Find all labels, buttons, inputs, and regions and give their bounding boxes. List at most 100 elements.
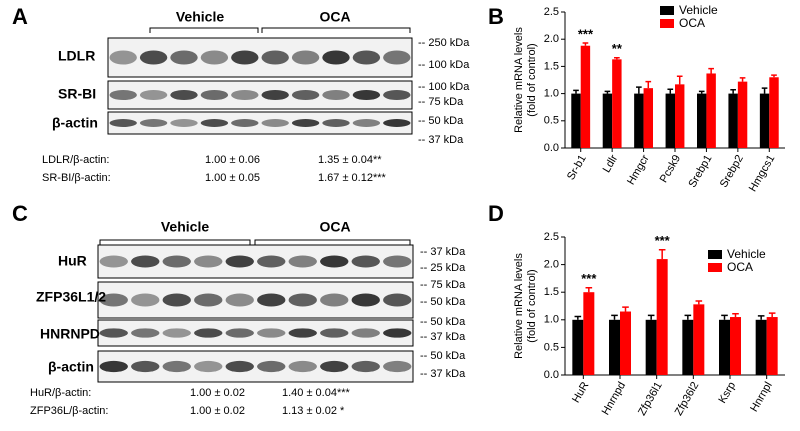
blot-band [194,328,223,338]
significance: *** [581,271,597,286]
blot-band [320,255,349,268]
x-tick-label: Hmgcs1 [747,153,778,194]
y-tick-label: 2.5 [544,231,559,243]
blot-frame [107,111,413,135]
blot-band [261,119,289,127]
legend-label: Vehicle [727,247,766,261]
error-bar [622,306,629,312]
bar [675,84,685,148]
error-bar [647,314,655,320]
blot-band [291,89,320,101]
blot-band [170,119,198,127]
group-label: OCA [319,219,350,235]
significance: *** [578,26,594,41]
bar [645,319,657,375]
blot-band [257,360,286,373]
blot-band [131,255,160,268]
bar [719,319,730,375]
y-axis-label: (fold of control) [526,269,538,342]
legend-label: OCA [727,260,753,274]
bar [682,319,694,375]
blot-label: HuR [58,253,87,269]
y-tick-label: 2.5 [544,6,559,18]
quant-vehicle: 1.00 ± 0.05 [205,172,260,184]
x-tick-label: Hnrnpl [748,380,775,414]
bar [697,93,707,148]
blot-band [261,89,289,101]
error-bar [636,86,642,94]
error-bar [604,90,611,94]
bar [602,93,613,148]
y-axis-label: Relative mRNA levels [513,27,525,133]
blot-band [383,328,412,338]
size-marker: -- 50 kDa [420,316,466,328]
x-tick-label: Zfp36l2 [673,380,702,418]
error-bar [585,287,593,293]
y-axis-label: Relative mRNA levels [513,253,525,359]
size-marker: -- 100 kDa [418,59,470,71]
bar [634,93,644,148]
x-tick-label: HuR [570,380,591,405]
size-marker: -- 75 kDa [420,279,466,291]
blot-band [225,255,254,268]
blot-band [288,293,317,307]
y-tick-label: 1.5 [544,286,559,298]
bar [572,319,584,375]
error-bar [582,42,589,46]
x-tick-label: Zfp36l1 [636,380,665,418]
group-bracket [99,239,251,245]
blot-band [131,293,160,307]
blot-band [322,89,350,101]
bar [612,59,622,148]
blot-band [320,328,349,338]
blot-band [200,50,229,65]
panel-letter: C [12,201,28,226]
error-bar [698,90,705,94]
blot-band [170,89,198,101]
x-tick-label: Ksrp [716,380,738,406]
error-bar [768,312,776,318]
blot-band [194,293,223,307]
y-tick-label: 0.0 [544,369,559,381]
blot-band [288,328,317,338]
error-bar [761,87,768,94]
panel-letter: A [12,4,28,29]
legend-swatch [708,263,722,272]
blot-band [352,119,381,127]
bar [730,317,741,375]
error-bar [739,77,746,82]
group-bracket [254,239,411,245]
bar [693,304,705,375]
y-tick-label: 1.0 [544,314,559,326]
error-bar [645,80,652,89]
bar [769,77,779,148]
x-tick-label: Srebp1 [686,153,714,190]
size-marker: -- 100 kDa [418,81,470,93]
blot-band [200,89,229,101]
blot-band [170,50,198,65]
error-bar [614,56,620,60]
quant-vehicle: 1.00 ± 0.02 [190,405,245,417]
blot-band [320,360,349,373]
bar [620,311,631,375]
bar [706,73,716,148]
blot-band [351,293,380,307]
blot-band [231,119,259,127]
quant-vehicle: 1.00 ± 0.02 [190,387,245,399]
blot-band [291,119,320,127]
blot-band [139,119,168,127]
quant-oca: 1.67 ± 0.12*** [318,172,387,184]
quant-label: HuR/β-actin: [30,387,91,399]
blot-band [257,255,286,268]
blot-band [351,255,380,268]
blot-band [99,255,128,268]
legend-label: Vehicle [679,3,718,17]
quant-vehicle: 1.00 ± 0.06 [205,154,260,166]
bar [766,317,778,375]
legend-swatch [708,250,722,259]
error-bar [771,74,777,78]
size-marker: -- 50 kDa [418,115,464,127]
blot-band [131,328,160,338]
legend-swatch [660,6,674,15]
